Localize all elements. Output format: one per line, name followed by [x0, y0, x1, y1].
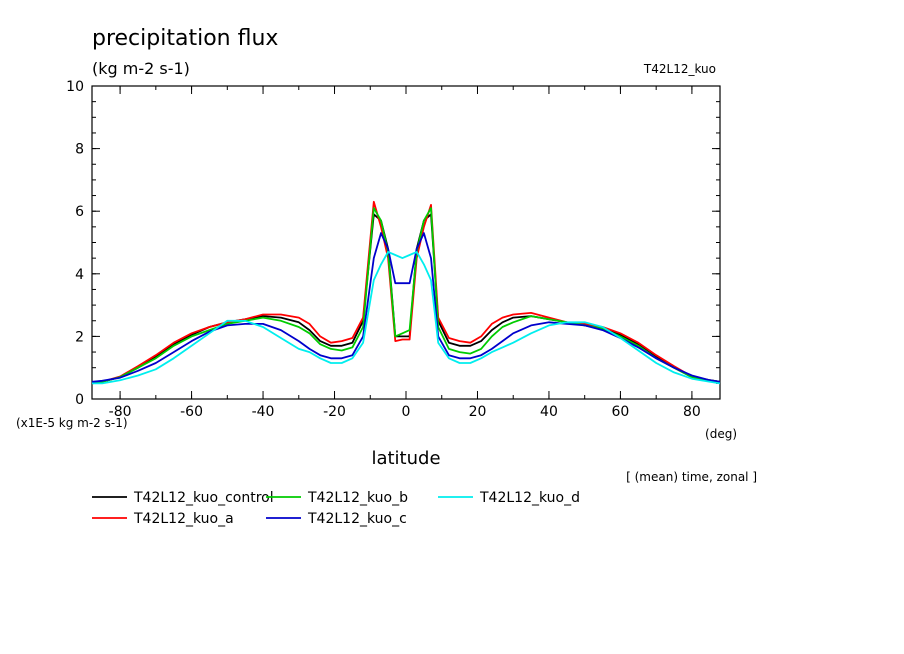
series-lines [91, 200, 721, 385]
series-line-T42L12_kuo_c [91, 232, 721, 383]
plot-frame [91, 85, 721, 400]
y-tick-label: 10 [66, 79, 84, 95]
x-tick-label: 20 [469, 404, 487, 420]
y-tick-label: 8 [75, 142, 84, 158]
series-line-T42L12_kuo_d [92, 250, 721, 385]
x-tick-label: 40 [540, 404, 558, 420]
y-tick-label: 2 [75, 329, 84, 345]
y-tick-label: 4 [75, 267, 84, 283]
legend-label: T42L12_kuo_c [307, 511, 407, 527]
series-line-T42L12_kuo_a [91, 200, 721, 385]
x-axis-label: latitude [371, 448, 440, 469]
chart-units: (kg m-2 s-1) [92, 59, 190, 78]
y-tick-labels: 0 2 4 6 8 10 [66, 79, 84, 408]
x-tick-label: -20 [323, 404, 346, 420]
y-tick-label: 6 [75, 204, 84, 220]
series-line-T42L12_kuo_b [91, 207, 721, 385]
chart-title: precipitation flux [92, 26, 278, 51]
axis-ticks [92, 85, 720, 400]
series-line-T42L12_kuo_control [91, 213, 721, 385]
experiment-label: T42L12_kuo [643, 62, 716, 76]
legend-label: T42L12_kuo_control [133, 490, 274, 506]
x-tick-label: -80 [109, 404, 132, 420]
x-tick-label: 0 [402, 404, 411, 420]
x-tick-label: -40 [252, 404, 275, 420]
x-tick-label: 80 [683, 404, 701, 420]
x-tick-label: 60 [612, 404, 630, 420]
y-axis-label: (x1E-5 kg m-2 s-1) [16, 416, 128, 430]
x-axis-unit: (deg) [705, 427, 737, 441]
legend-label: T42L12_kuo_d [479, 490, 580, 506]
legend-label: T42L12_kuo_b [307, 490, 408, 506]
y-tick-label: 0 [75, 392, 84, 408]
averaging-note: [ (mean) time, zonal ] [626, 470, 757, 484]
x-tick-label: -60 [180, 404, 203, 420]
legend-label: T42L12_kuo_a [133, 511, 234, 527]
legend: T42L12_kuo_control T42L12_kuo_a T42L12_kuo… [92, 490, 580, 527]
x-tick-labels: -80 -60 -40 -20 0 20 40 60 80 [109, 404, 701, 420]
